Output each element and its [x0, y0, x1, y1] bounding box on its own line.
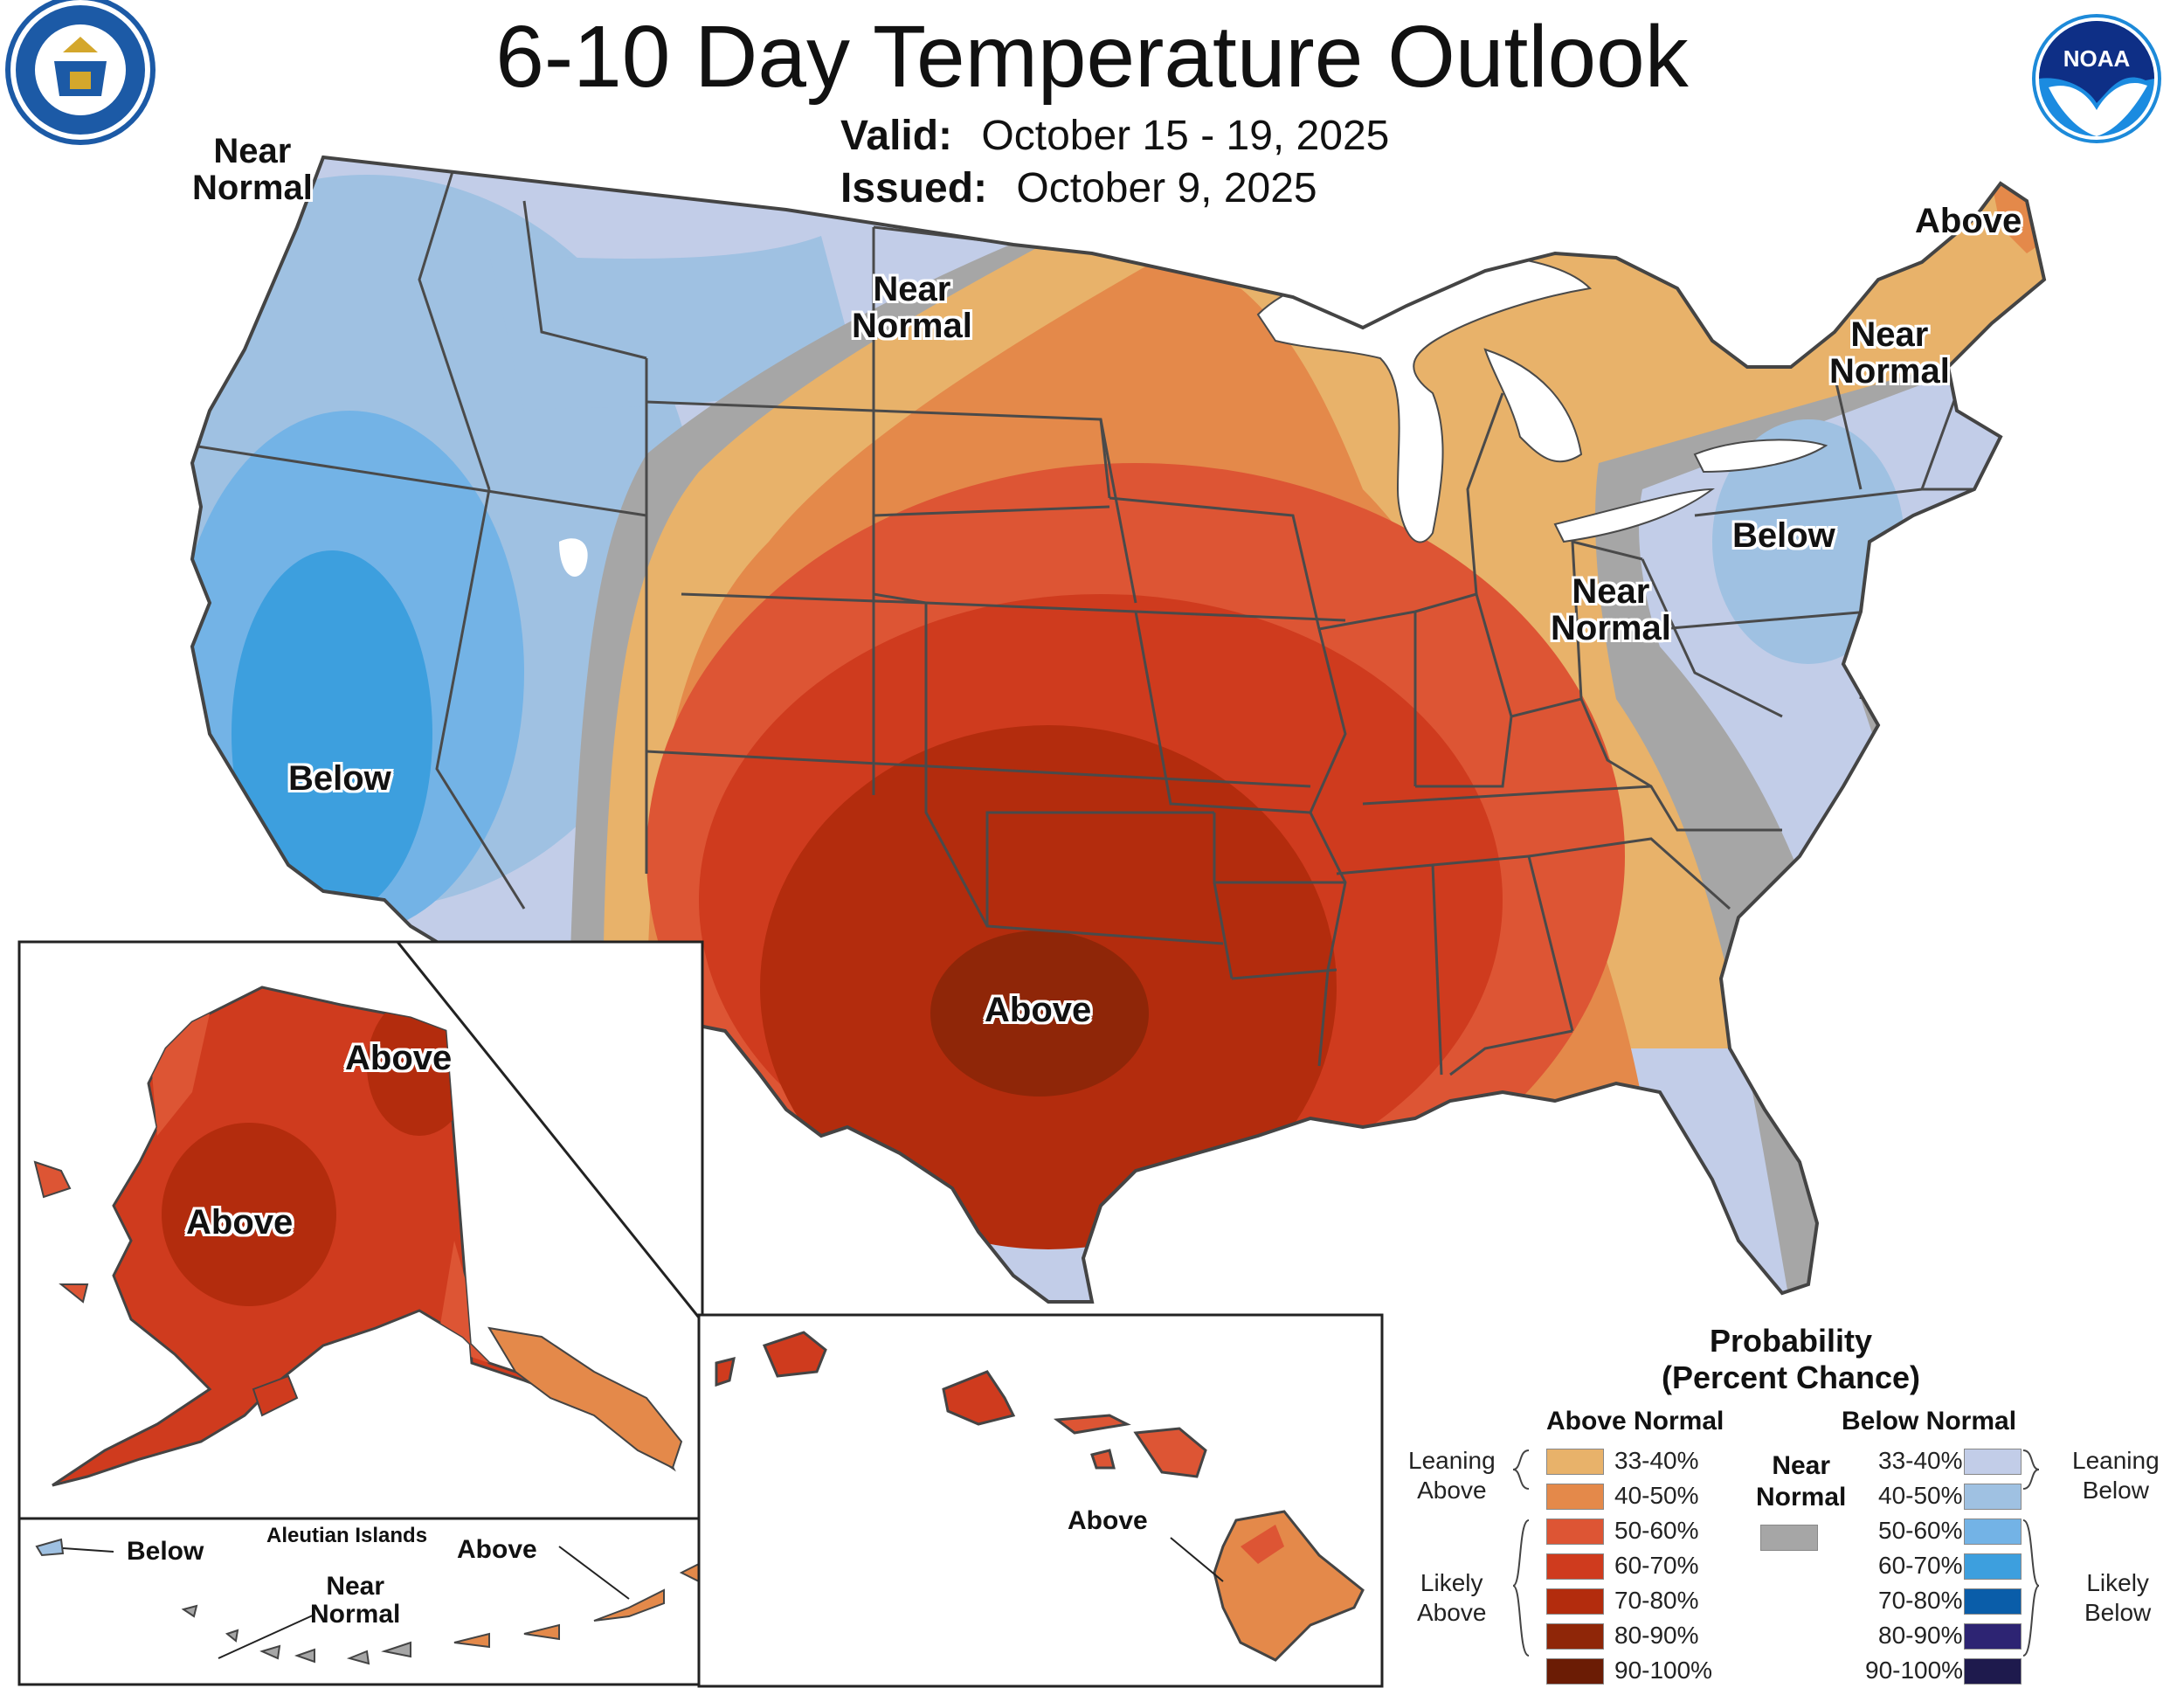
alaska-panhandle [487, 1326, 683, 1470]
molokai-island [1053, 1414, 1131, 1435]
legend-below-label-0: 33-40% [1878, 1447, 1963, 1474]
st-lawrence-island [33, 1160, 72, 1199]
lake-erie [1553, 488, 1716, 543]
above-80-90 [930, 930, 1149, 1097]
label-ne-near-normal: Near Normal [1829, 315, 1950, 391]
nunivak-island [59, 1283, 89, 1304]
lake-ontario [1693, 439, 1828, 474]
big-island-50-60 [1241, 1525, 1284, 1564]
legend: Probability (Percent Chance) Above Norma… [1398, 1319, 2184, 1686]
kodiak-island [252, 1374, 299, 1417]
legend-near-normal-swatch [1760, 1525, 1818, 1551]
legend-below-swatch-6 [1964, 1658, 2022, 1685]
north-below-40-50 [489, 236, 856, 411]
hawaii-map [715, 1331, 1365, 1662]
label-aleutian-below: Below [127, 1537, 204, 1566]
label-aleutian-above: Above [457, 1535, 537, 1564]
label-ohio-near-normal: Near Normal [1551, 572, 1671, 647]
department-of-commerce-seal-icon [5, 0, 156, 145]
legend-title-line1: Probability [1709, 1323, 1873, 1359]
label-alaska-above-ne: Above [345, 1039, 453, 1077]
legend-title-line2: (Percent Chance) [1661, 1359, 1921, 1395]
hawaii-label-leader [1170, 1537, 1224, 1582]
label-north-near-normal: Near Normal [852, 270, 972, 345]
ne-below-40-50 [1712, 419, 1904, 664]
legend-likely-above: Likely Above [1417, 1569, 1487, 1626]
legend-near-normal-label: Near Normal [1756, 1451, 1847, 1512]
great-salt-lake [559, 538, 588, 577]
legend-below-swatch-4 [1964, 1588, 2022, 1615]
legend-above-swatch-3 [1546, 1553, 1604, 1580]
issued-date: Issued: October 9, 2025 [840, 164, 1317, 212]
map-title: 6-10 Day Temperature Outlook [495, 8, 1689, 106]
label-alaska-above-center: Above [186, 1203, 294, 1242]
oahu-island [942, 1370, 1016, 1426]
legend-below-swatch-1 [1964, 1484, 2022, 1510]
west-below-60-70 [232, 550, 432, 917]
legend-below-header: Below Normal [1842, 1407, 2017, 1435]
legend-likely-below: Likely Below [2084, 1569, 2152, 1626]
legend-braces [1512, 1449, 2040, 1657]
legend-above-swatch-4 [1546, 1588, 1604, 1615]
label-maine-above: Above [1915, 202, 2022, 240]
label-west-below: Below [288, 759, 391, 798]
legend-above-swatch-0 [1546, 1449, 1604, 1475]
legend-above-label-4: 70-80% [1614, 1587, 1699, 1614]
legend-above-header: Above Normal [1546, 1407, 1724, 1435]
legend-leaning-below: Leaning Below [2072, 1447, 2160, 1504]
legend-above-label-5: 80-90% [1614, 1622, 1699, 1649]
maui-island [1133, 1427, 1207, 1478]
lake-huron [1483, 348, 1583, 463]
legend-below-swatch-5 [1964, 1623, 2022, 1650]
legend-below-label-6: 90-100% [1865, 1657, 1964, 1684]
label-east-below: Below [1732, 516, 1835, 555]
legend-below-swatch-3 [1964, 1553, 2022, 1580]
legend-below-swatch-0 [1964, 1449, 2022, 1475]
alaska-above-70-80-center [162, 1123, 336, 1306]
legend-below-label-2: 50-60% [1878, 1517, 1963, 1544]
lanai-island [1090, 1449, 1116, 1470]
legend-below-swatch-2 [1964, 1519, 2022, 1545]
legend-below-label-4: 70-80% [1878, 1587, 1963, 1614]
legend-above-swatch-5 [1546, 1623, 1604, 1650]
state-boundaries [192, 165, 1974, 1076]
legend-above-swatch-1 [1546, 1484, 1604, 1510]
valid-label: Valid: [840, 113, 953, 159]
valid-value: October 15 - 19, 2025 [981, 113, 1390, 159]
niihau-island [715, 1356, 736, 1387]
legend-below-label-1: 40-50% [1878, 1482, 1963, 1509]
issued-value: October 9, 2025 [1016, 165, 1317, 211]
label-hawaii-above: Above [1068, 1506, 1148, 1535]
alaska-map [33, 986, 683, 1487]
legend-below-label-5: 80-90% [1878, 1622, 1963, 1649]
legend-above-label-1: 40-50% [1614, 1482, 1699, 1509]
aleutian-islands-map [35, 1538, 700, 1665]
legend-above-label-2: 50-60% [1614, 1517, 1699, 1544]
conus-outline [190, 155, 2047, 1304]
legend-above-swatch-6 [1546, 1658, 1604, 1685]
noaa-logo-text: NOAA [2063, 45, 2131, 72]
legend-leaning-above: Leaning Above [1408, 1447, 1496, 1504]
legend-above-label-0: 33-40% [1614, 1447, 1699, 1474]
valid-date: Valid: October 15 - 19, 2025 [840, 112, 1389, 160]
label-aleutian-title: Aleutian Islands [266, 1524, 428, 1547]
legend-below-label-3: 60-70% [1878, 1552, 1963, 1579]
legend-above-swatch-2 [1546, 1519, 1604, 1545]
alaska-above-70-80-ne [367, 996, 472, 1136]
issued-label: Issued: [840, 165, 988, 211]
legend-above-label-3: 60-70% [1614, 1552, 1699, 1579]
label-nw-near-normal: Near Normal [192, 132, 313, 207]
noaa-logo-icon: NOAA [2032, 14, 2161, 143]
label-south-above: Above [985, 991, 1092, 1029]
label-aleutian-near-normal: Near Normal [310, 1572, 401, 1629]
legend-above-label-6: 90-100% [1614, 1657, 1713, 1684]
alaska-inset-leader [396, 941, 701, 1318]
kauai-island [762, 1331, 827, 1378]
